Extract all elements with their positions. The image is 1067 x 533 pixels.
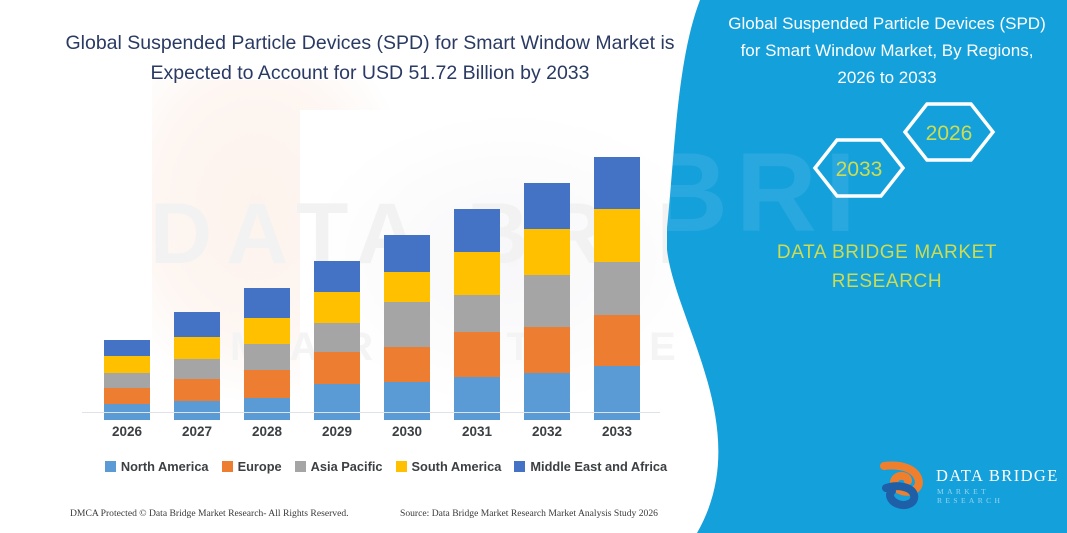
bar-segment-south-america (244, 318, 290, 344)
hexagon-2026-label: 2026 (926, 122, 973, 145)
bar-segment-south-america (104, 356, 150, 373)
footer-copyright: DMCA Protected © Data Bridge Market Rese… (70, 508, 349, 519)
legend-label: North America (120, 458, 209, 474)
bar-segment-asia-pacific (244, 344, 290, 370)
hexagon-2033-label: 2033 (836, 158, 883, 181)
bar-segment-north-america (314, 384, 360, 420)
chart-legend: North America Europe Asia Pacific South Ame… (96, 456, 676, 476)
chart-axis-line (82, 412, 660, 413)
right-panel: BRI Global Suspended Particle Devices (S… (667, 0, 1067, 533)
bar-segment-middle-east-and-africa (244, 288, 290, 318)
bar-segment-south-america (384, 272, 430, 302)
bar-segment-south-america (594, 209, 640, 262)
footer-source: Source: Data Bridge Market Research Mark… (400, 508, 658, 519)
bar-segment-south-america (314, 292, 360, 323)
bar-segment-south-america (174, 337, 220, 359)
bar-2030 (384, 235, 430, 420)
bar-segment-asia-pacific (174, 359, 220, 379)
x-axis-label-2032: 2032 (531, 424, 563, 439)
bar-segment-europe (384, 347, 430, 382)
x-axis-label-2029: 2029 (321, 424, 353, 439)
bar-segment-europe (524, 327, 570, 373)
bar-segment-middle-east-and-africa (524, 183, 570, 229)
x-axis-label-2028: 2028 (251, 424, 283, 439)
legend-label: Asia Pacific (310, 458, 383, 474)
hexagon-2033 (812, 138, 906, 198)
chart-x-axis-labels: 2026 2027 2028 2029 2030 2031 2032 2033 (82, 424, 660, 444)
bar-segment-north-america (174, 401, 220, 420)
legend-label: South America (411, 458, 502, 474)
x-axis-label-2026: 2026 (111, 424, 143, 439)
panel-brand-line-2: RESEARCH (831, 271, 943, 292)
bar-segment-north-america (454, 377, 500, 420)
bar-2027 (174, 312, 220, 420)
background-blob-decoration-2 (300, 110, 720, 410)
bar-segment-asia-pacific (314, 323, 360, 352)
bar-segment-europe (174, 379, 220, 401)
legend-item-asia-pacific[interactable]: Asia Pacific (294, 458, 383, 474)
bar-2029 (314, 261, 360, 420)
data-bridge-logo: DATA BRIDGE MARKET RESEARCH (880, 460, 1060, 512)
panel-title: Global Suspended Particle Devices (SPD) … (728, 14, 1046, 87)
bar-segment-middle-east-and-africa (314, 261, 360, 292)
bar-segment-south-america (454, 252, 500, 295)
panel-watermark: BRI (667, 130, 864, 255)
x-axis-label-2033: 2033 (601, 424, 633, 439)
bar-2026 (104, 340, 150, 420)
legend-item-north-america[interactable]: North America (104, 458, 209, 474)
bar-segment-middle-east-and-africa (104, 340, 150, 356)
legend-label: Europe (237, 458, 282, 474)
bar-segment-middle-east-and-africa (174, 312, 220, 337)
hexagon-group: 2026 2033 (787, 100, 1007, 220)
legend-swatch-icon (221, 460, 233, 472)
bar-segment-asia-pacific (454, 295, 500, 332)
logo-name: DATA BRIDGE (936, 466, 1059, 485)
hexagon-2026 (902, 102, 996, 162)
legend-swatch-icon (104, 460, 116, 472)
legend-label: Middle East and Africa (530, 458, 668, 474)
bar-segment-asia-pacific (384, 302, 430, 347)
panel-brand-line-1: DATA BRIDGE MARKET (776, 242, 998, 263)
panel-background-shape (667, 0, 1067, 533)
bar-2033 (594, 157, 640, 420)
bar-segment-north-america (384, 382, 430, 420)
legend-item-europe[interactable]: Europe (221, 458, 282, 474)
page-title: Global Suspended Particle Devices (SPD) … (65, 32, 675, 84)
panel-brand: DATA BRIDGE MARKET RESEARCH (727, 238, 1047, 296)
bar-2032 (524, 183, 570, 420)
x-axis-label-2027: 2027 (181, 424, 213, 439)
stacked-bar-chart (82, 120, 662, 420)
bar-segment-south-america (524, 229, 570, 275)
legend-swatch-icon (294, 460, 306, 472)
bar-segment-europe (244, 370, 290, 398)
bar-segment-asia-pacific (594, 262, 640, 315)
bar-segment-middle-east-and-africa (454, 209, 500, 252)
bar-segment-europe (454, 332, 500, 377)
bar-2031 (454, 209, 500, 420)
bar-segment-asia-pacific (104, 373, 150, 388)
x-axis-label-2030: 2030 (391, 424, 423, 439)
legend-swatch-icon (514, 460, 526, 472)
legend-item-south-america[interactable]: South America (395, 458, 502, 474)
logo-tagline: MARKET RESEARCH (937, 487, 1004, 505)
x-axis-label-2031: 2031 (461, 424, 493, 439)
bar-segment-middle-east-and-africa (594, 157, 640, 209)
bar-segment-europe (104, 388, 150, 404)
bar-segment-middle-east-and-africa (384, 235, 430, 272)
bar-segment-europe (314, 352, 360, 384)
legend-swatch-icon (395, 460, 407, 472)
bar-segment-asia-pacific (524, 275, 570, 327)
bar-segment-north-america (594, 366, 640, 420)
logo-mark-icon (880, 461, 923, 509)
bar-2028 (244, 288, 290, 420)
bar-segment-europe (594, 315, 640, 366)
legend-item-middle-east-and-africa[interactable]: Middle East and Africa (514, 459, 667, 474)
bar-segment-north-america (244, 398, 290, 420)
